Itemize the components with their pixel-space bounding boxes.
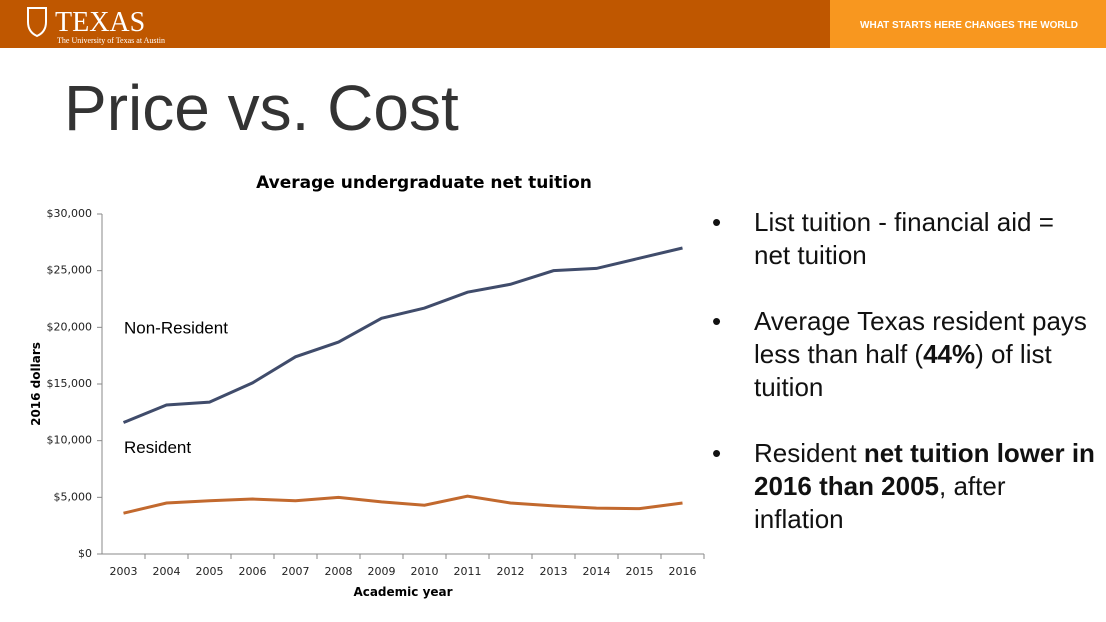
x-tick-label: 2011 xyxy=(454,565,482,578)
chart-title: Average undergraduate net tuition xyxy=(256,173,592,193)
x-tick-label: 2004 xyxy=(153,565,181,578)
header-bar-accent xyxy=(830,0,1106,48)
logo-text: TEXAS xyxy=(55,7,145,38)
x-tick-label: 2013 xyxy=(540,565,568,578)
tagline: WHAT STARTS HERE CHANGES THE WORLD xyxy=(860,20,1078,31)
bullet: Resident net tuition lower in 2016 than … xyxy=(712,437,1097,536)
bullet-text: Average Texas resident pays less than ha… xyxy=(754,306,1087,369)
x-tick-label: 2006 xyxy=(239,565,267,578)
bullet: Average Texas resident pays less than ha… xyxy=(712,305,1097,404)
y-tick-label: $25,000 xyxy=(47,264,93,277)
bullet-text: net tuition lower in 2016 than 2005 xyxy=(754,438,1095,501)
x-tick-label: 2005 xyxy=(196,565,224,578)
bullet-text: List tuition - financial aid = net tuiti… xyxy=(754,207,1054,270)
x-tick-label: 2007 xyxy=(282,565,310,578)
y-tick-label: $5,000 xyxy=(54,490,93,503)
x-tick-label: 2014 xyxy=(583,565,611,578)
bullet-text: Resident xyxy=(754,438,864,468)
bullet-list: List tuition - financial aid = net tuiti… xyxy=(712,206,1097,569)
x-tick-label: 2008 xyxy=(325,565,353,578)
series-label: Non-Resident xyxy=(124,319,228,338)
bullet-text: ) of list tuition xyxy=(754,339,1052,402)
x-tick-label: 2015 xyxy=(626,565,654,578)
bullet: List tuition - financial aid = net tuiti… xyxy=(712,206,1097,272)
y-tick-label: $0 xyxy=(78,547,92,560)
series-line xyxy=(122,246,683,424)
x-tick-label: 2009 xyxy=(368,565,396,578)
y-tick-label: $30,000 xyxy=(47,207,93,220)
header-bar xyxy=(0,0,830,48)
slide-title: Price vs. Cost xyxy=(64,72,459,144)
y-tick-label: $10,000 xyxy=(47,434,93,447)
x-tick-label: 2003 xyxy=(110,565,138,578)
bullet-text: 44% xyxy=(923,339,976,369)
y-axis-label: 2016 dollars xyxy=(29,342,43,426)
x-tick-label: 2010 xyxy=(411,565,439,578)
series-line xyxy=(123,494,683,515)
x-axis-label: Academic year xyxy=(353,585,452,599)
logo-shield xyxy=(27,7,47,38)
x-tick-label: 2016 xyxy=(669,565,697,578)
bullet-text: , after inflation xyxy=(754,471,1006,534)
y-tick-label: $20,000 xyxy=(47,320,93,333)
logo-subtext: The University of Texas at Austin xyxy=(57,36,165,45)
series-label: Resident xyxy=(124,438,191,457)
y-tick-label: $15,000 xyxy=(47,377,93,390)
x-tick-label: 2012 xyxy=(497,565,525,578)
